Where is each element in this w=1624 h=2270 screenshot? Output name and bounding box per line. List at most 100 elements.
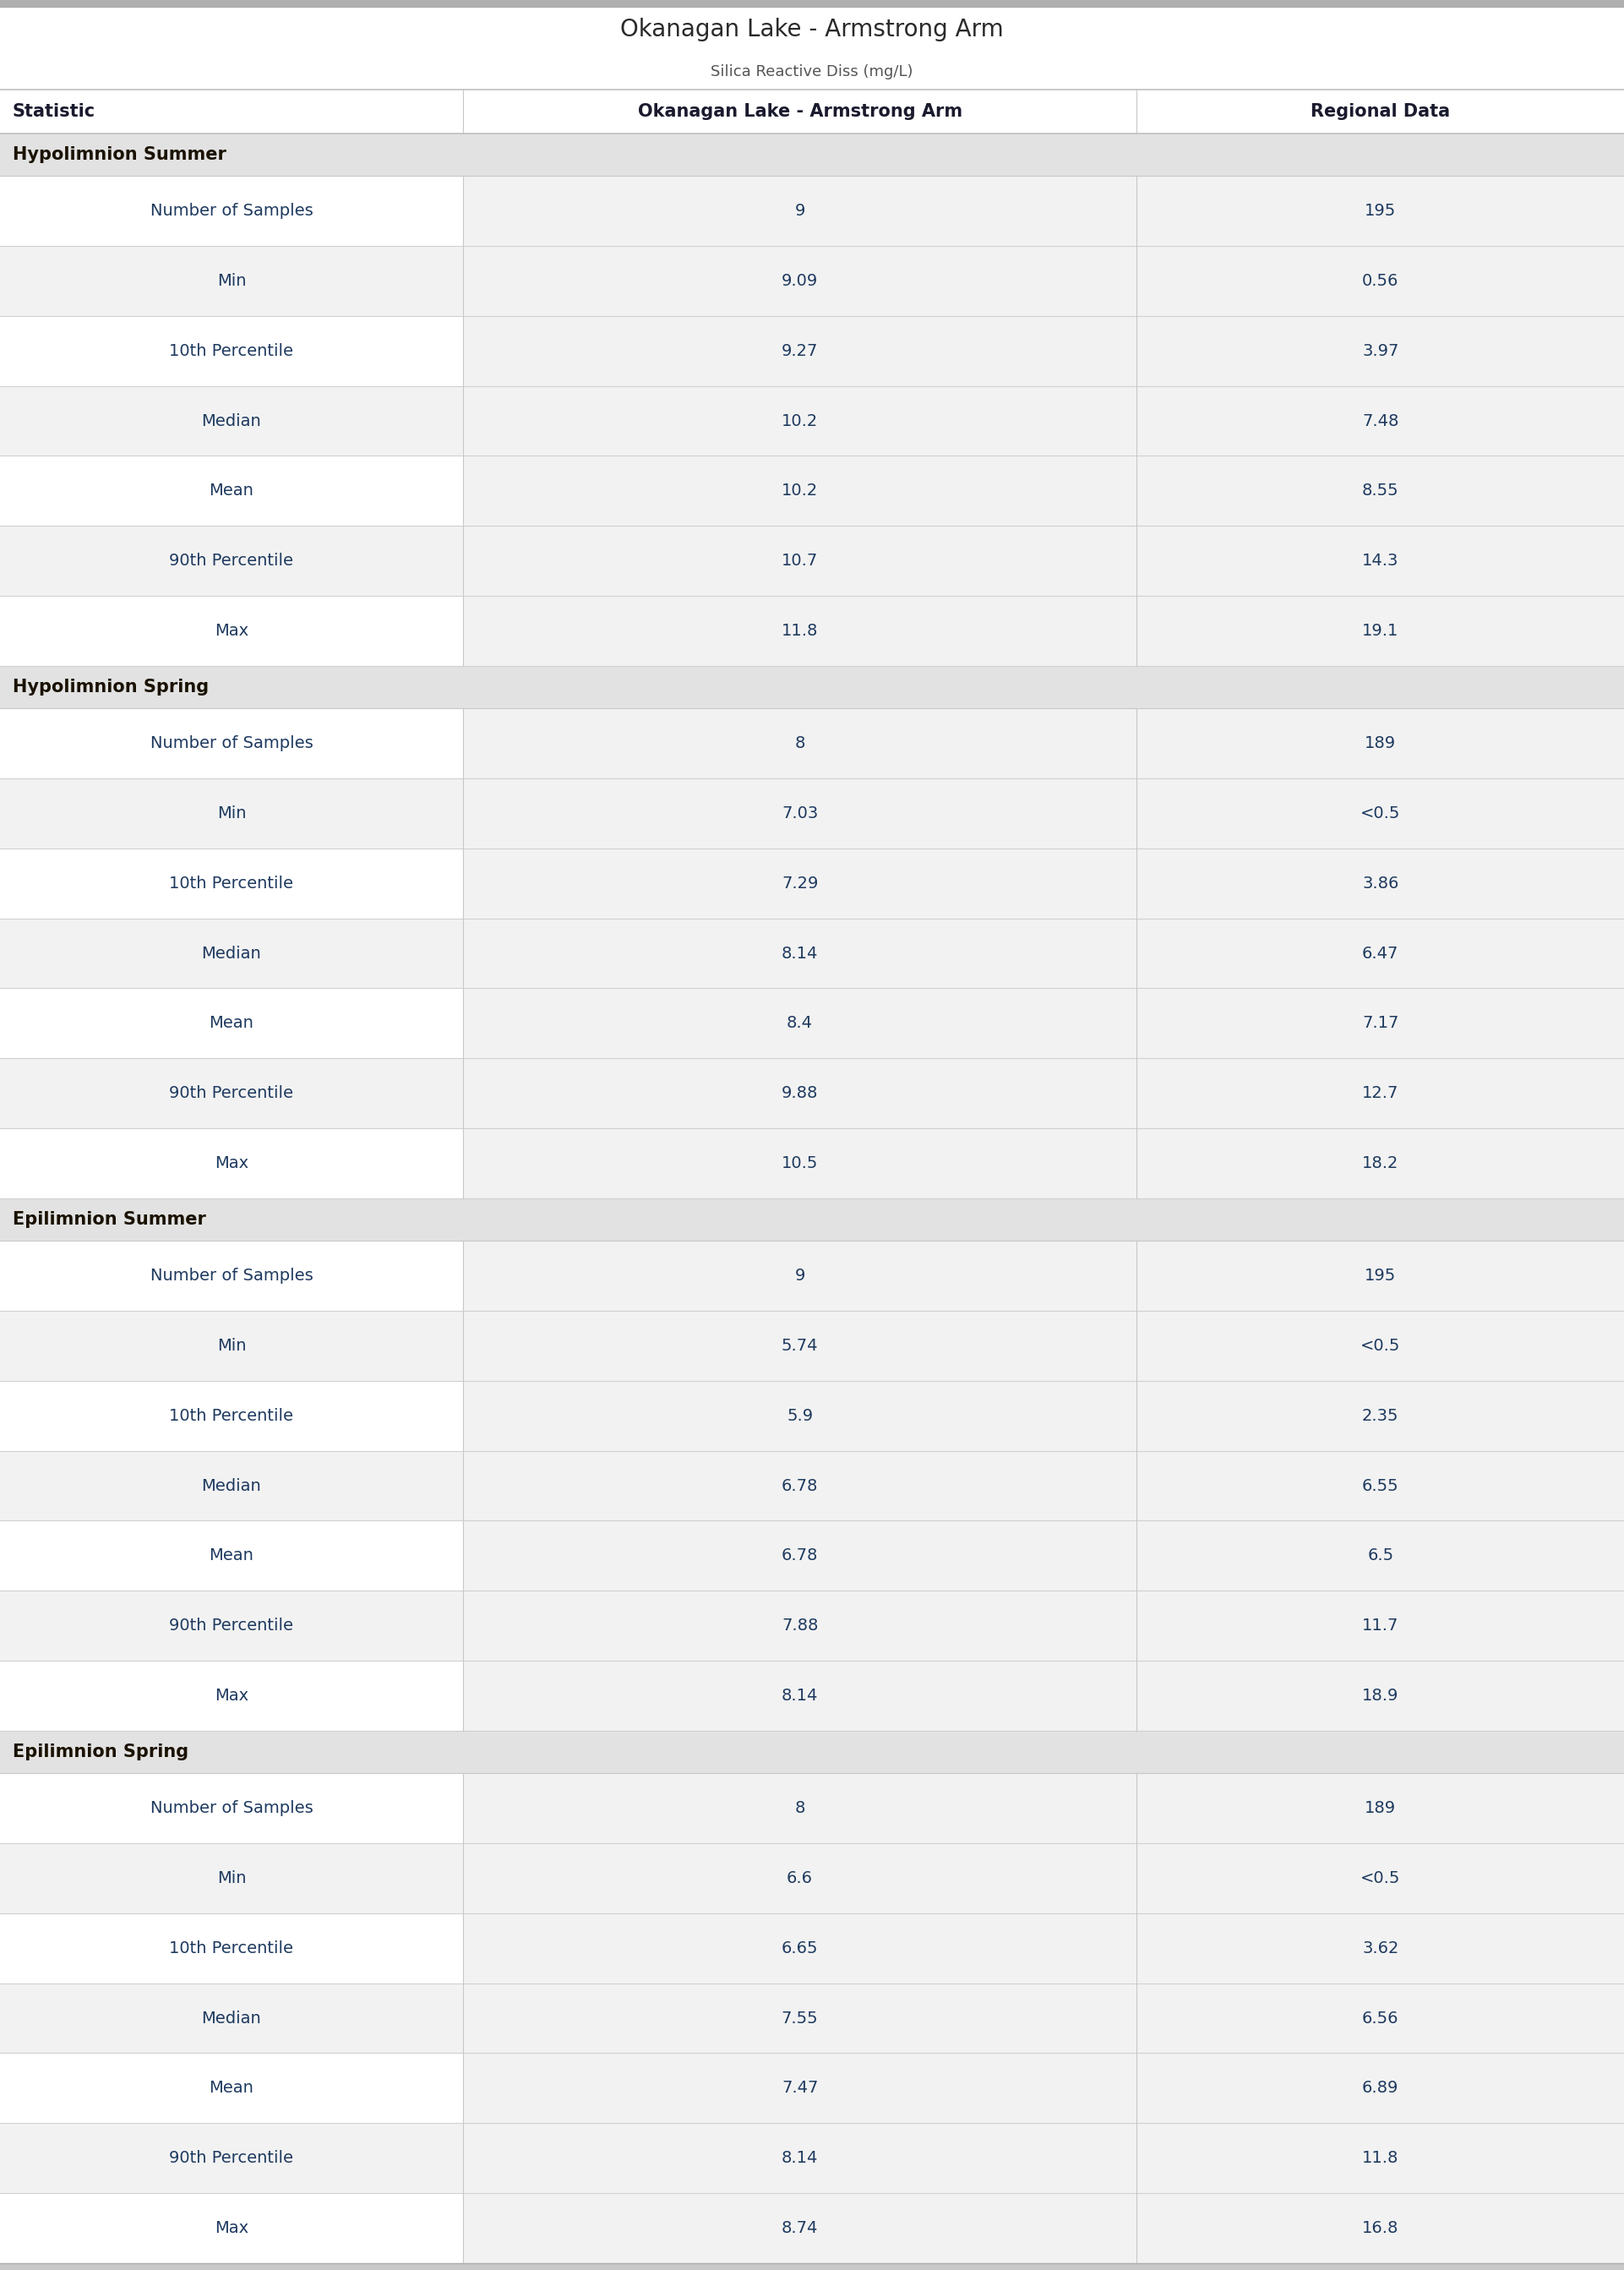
Text: 9: 9 (794, 202, 806, 218)
Bar (0, 386, 1624, 456)
Text: 8.55: 8.55 (1363, 484, 1398, 499)
Text: Median: Median (201, 413, 261, 429)
Text: Okanagan Lake - Armstrong Arm: Okanagan Lake - Armstrong Arm (620, 18, 1004, 41)
Text: 5.9: 5.9 (786, 1407, 814, 1423)
Text: 9.27: 9.27 (781, 343, 818, 359)
Text: 5.74: 5.74 (781, 1337, 818, 1353)
Text: 7.47: 7.47 (781, 2079, 818, 2095)
Bar (0, 1984, 1624, 2052)
Text: Max: Max (214, 622, 248, 638)
Text: Min: Min (218, 1870, 245, 1886)
Bar (463, 2193, 1624, 2263)
Text: 7.29: 7.29 (781, 876, 818, 892)
Bar (0, 1662, 1624, 1730)
Text: 18.9: 18.9 (1363, 1689, 1398, 1705)
Bar (0, 2263, 1624, 2270)
Bar (463, 1984, 1624, 2052)
Bar (463, 386, 1624, 456)
Bar (0, 1380, 1624, 1451)
Text: Max: Max (214, 2220, 248, 2236)
Text: 7.17: 7.17 (1363, 1015, 1398, 1031)
Bar (463, 849, 1624, 919)
Text: 10.5: 10.5 (781, 1155, 818, 1171)
Bar (463, 1591, 1624, 1662)
Text: 18.2: 18.2 (1363, 1155, 1398, 1171)
Text: Max: Max (214, 1689, 248, 1705)
Bar (463, 1451, 1624, 1521)
Bar (0, 245, 1624, 316)
Bar (463, 1914, 1624, 1984)
Text: 8: 8 (794, 1800, 806, 1816)
Bar (0, 849, 1624, 919)
Bar (463, 2122, 1624, 2193)
Text: 90th Percentile: 90th Percentile (169, 1619, 294, 1634)
Text: <0.5: <0.5 (1361, 1337, 1400, 1353)
Text: 11.8: 11.8 (781, 622, 818, 638)
Text: 6.6: 6.6 (786, 1870, 814, 1886)
Bar (0, 175, 1624, 245)
Text: Number of Samples: Number of Samples (149, 735, 313, 751)
Text: 3.86: 3.86 (1363, 876, 1398, 892)
Text: 3.97: 3.97 (1363, 343, 1398, 359)
Bar (463, 919, 1624, 987)
Bar (463, 527, 1624, 597)
Bar (0, 2122, 1624, 2193)
Bar (463, 779, 1624, 849)
Bar (463, 1773, 1624, 1843)
Bar (0, 2052, 1624, 2122)
Text: Median: Median (201, 944, 261, 960)
Bar (0, 1451, 1624, 1521)
Bar (463, 245, 1624, 316)
Bar (0, 1521, 1624, 1591)
Text: Mean: Mean (209, 484, 253, 499)
Text: 6.47: 6.47 (1363, 944, 1398, 960)
Text: 10th Percentile: 10th Percentile (169, 1407, 294, 1423)
Bar (463, 1128, 1624, 1199)
Text: Number of Samples: Number of Samples (149, 202, 313, 218)
Text: Mean: Mean (209, 1015, 253, 1031)
Text: 10th Percentile: 10th Percentile (169, 876, 294, 892)
Text: 6.65: 6.65 (781, 1941, 818, 1957)
Text: Min: Min (218, 806, 245, 822)
Bar (463, 1843, 1624, 1914)
Text: 12.7: 12.7 (1363, 1085, 1398, 1101)
Bar (0, 708, 1624, 779)
Bar (463, 2052, 1624, 2122)
Text: Min: Min (218, 272, 245, 288)
Text: Median: Median (201, 2011, 261, 2027)
Text: 11.7: 11.7 (1363, 1619, 1398, 1634)
Text: 9.88: 9.88 (781, 1085, 818, 1101)
Bar (0, 1591, 1624, 1662)
Bar (0, 456, 1624, 527)
Bar (463, 708, 1624, 779)
Text: 6.78: 6.78 (781, 1478, 818, 1494)
Bar (0, 1310, 1624, 1380)
Text: 6.56: 6.56 (1363, 2011, 1398, 2027)
Text: <0.5: <0.5 (1361, 1870, 1400, 1886)
Text: 6.55: 6.55 (1363, 1478, 1398, 1494)
Text: 10th Percentile: 10th Percentile (169, 343, 294, 359)
Text: 6.5: 6.5 (1367, 1548, 1393, 1564)
Text: 14.3: 14.3 (1363, 554, 1398, 570)
Text: 0.56: 0.56 (1363, 272, 1398, 288)
Bar (0, 987, 1624, 1058)
Text: 6.78: 6.78 (781, 1548, 818, 1564)
Text: 90th Percentile: 90th Percentile (169, 554, 294, 570)
Text: 9.09: 9.09 (781, 272, 818, 288)
Text: 7.55: 7.55 (781, 2011, 818, 2027)
Bar (0, 1773, 1624, 1843)
Text: Regional Data: Regional Data (1311, 102, 1450, 120)
Text: Median: Median (201, 1478, 261, 1494)
Text: 9: 9 (794, 1267, 806, 1283)
Bar (0, 1242, 1624, 1310)
Bar (0, 1199, 1624, 1242)
Bar (0, 527, 1624, 597)
Bar (0, 1128, 1624, 1199)
Text: 11.8: 11.8 (1363, 2150, 1398, 2166)
Text: 19.1: 19.1 (1363, 622, 1398, 638)
Text: 8.14: 8.14 (781, 1689, 818, 1705)
Text: 195: 195 (1364, 1267, 1397, 1283)
Bar (463, 175, 1624, 245)
Text: Silica Reactive Diss (mg/L): Silica Reactive Diss (mg/L) (711, 64, 913, 79)
Text: 10.2: 10.2 (781, 413, 818, 429)
